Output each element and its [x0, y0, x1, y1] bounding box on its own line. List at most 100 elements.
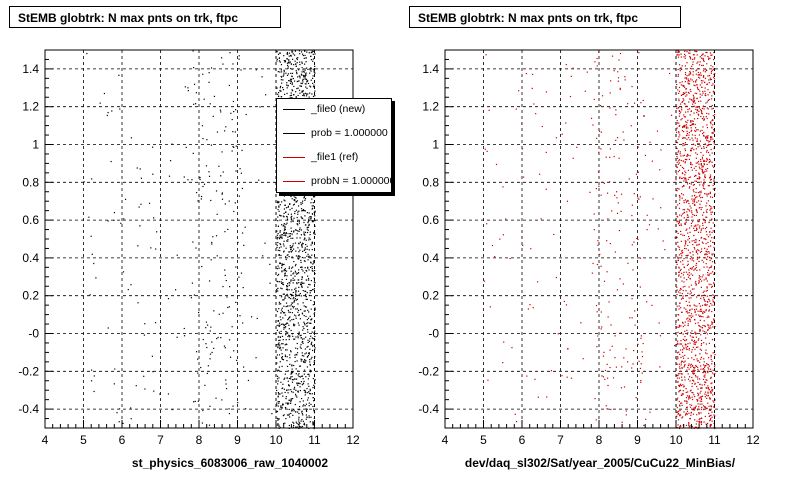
- data-point: [683, 258, 685, 260]
- data-point: [678, 324, 681, 326]
- data-point: [699, 269, 701, 271]
- data-point: [638, 52, 640, 54]
- data-point: [706, 167, 709, 170]
- data-point: [232, 131, 234, 133]
- data-point: [708, 326, 710, 328]
- data-point: [688, 202, 690, 205]
- data-point: [310, 335, 312, 337]
- data-point: [308, 224, 310, 227]
- data-point: [139, 225, 141, 227]
- data-point: [699, 72, 702, 74]
- data-point: [311, 51, 313, 53]
- data-point: [297, 94, 299, 97]
- data-point: [292, 273, 294, 275]
- data-point: [679, 292, 681, 294]
- data-point: [691, 259, 693, 261]
- data-point: [279, 324, 281, 326]
- data-point: [678, 308, 680, 310]
- data-point: [689, 71, 691, 74]
- data-point: [698, 243, 700, 245]
- data-point: [239, 168, 241, 170]
- data-point: [297, 57, 299, 59]
- data-point: [302, 342, 304, 344]
- data-point: [676, 122, 679, 124]
- data-point: [709, 174, 712, 176]
- data-point: [296, 354, 298, 356]
- data-point: [304, 237, 306, 239]
- data-point: [595, 304, 598, 307]
- data-point: [679, 366, 681, 368]
- data-point: [312, 344, 314, 347]
- data-point: [681, 311, 683, 313]
- data-point: [688, 395, 690, 398]
- data-point: [531, 87, 533, 89]
- data-point: [697, 61, 699, 63]
- data-point: [685, 229, 687, 231]
- data-point: [683, 125, 685, 127]
- data-point: [703, 331, 706, 333]
- data-point: [301, 412, 303, 415]
- data-point: [312, 53, 314, 55]
- data-point: [287, 285, 289, 287]
- data-point: [708, 161, 710, 164]
- data-point: [285, 398, 287, 400]
- data-point: [688, 423, 690, 425]
- data-point: [234, 131, 236, 133]
- data-point: [488, 109, 490, 111]
- data-point: [288, 389, 290, 391]
- data-point: [310, 68, 312, 70]
- data-point: [706, 202, 708, 204]
- data-point: [679, 415, 681, 417]
- data-point: [311, 331, 313, 333]
- data-point: [278, 322, 281, 324]
- data-point: [294, 360, 296, 363]
- data-point: [295, 308, 297, 310]
- data-point: [702, 59, 705, 61]
- data-point: [697, 191, 699, 194]
- data-point: [704, 137, 707, 139]
- data-point: [699, 194, 701, 196]
- data-point: [707, 324, 709, 327]
- data-point: [693, 343, 695, 345]
- data-point: [686, 216, 688, 219]
- data-point: [685, 295, 687, 297]
- data-point: [144, 388, 146, 390]
- data-point: [144, 323, 146, 325]
- data-point: [677, 319, 679, 321]
- data-point: [713, 282, 715, 284]
- data-point: [622, 131, 624, 133]
- data-point: [695, 225, 697, 227]
- data-point: [310, 79, 312, 81]
- data-point: [88, 216, 90, 218]
- data-point: [312, 270, 314, 272]
- data-point: [707, 99, 709, 102]
- data-point: [695, 333, 697, 335]
- data-point: [201, 265, 203, 268]
- data-point: [281, 270, 283, 272]
- data-point: [300, 51, 303, 53]
- data-point: [286, 254, 288, 256]
- data-point: [301, 411, 303, 413]
- data-point: [697, 146, 699, 148]
- data-point: [676, 127, 678, 129]
- data-point: [296, 200, 298, 202]
- data-point: [703, 257, 706, 259]
- data-point: [700, 308, 702, 310]
- data-point: [688, 272, 690, 274]
- data-point: [711, 338, 714, 341]
- data-point: [712, 389, 714, 391]
- data-point: [301, 71, 303, 73]
- data-point: [281, 335, 284, 338]
- data-point: [686, 395, 688, 397]
- data-point: [684, 354, 686, 357]
- data-point: [686, 345, 689, 348]
- data-point: [191, 282, 194, 284]
- data-point: [251, 316, 253, 318]
- data-point: [298, 242, 300, 244]
- data-point: [633, 193, 635, 195]
- data-point: [683, 56, 685, 58]
- data-point: [701, 395, 704, 397]
- data-point: [303, 196, 306, 198]
- data-point: [695, 214, 697, 217]
- data-point: [107, 327, 109, 329]
